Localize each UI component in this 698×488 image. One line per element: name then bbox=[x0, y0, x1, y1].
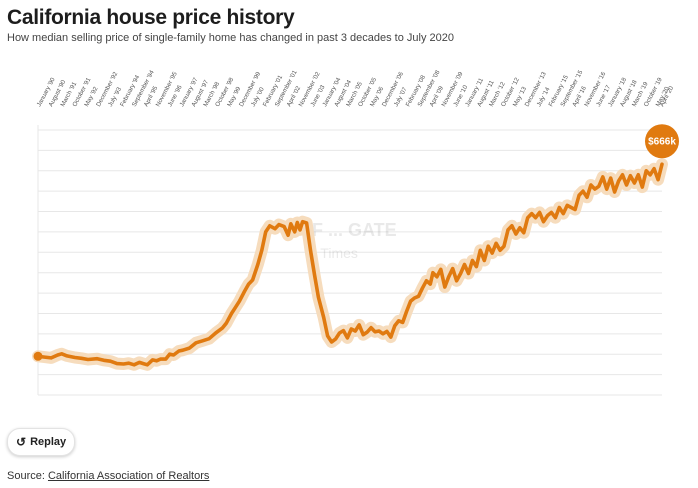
replay-label: Replay bbox=[30, 436, 67, 448]
watermark-line-1: SF ... GATE bbox=[300, 220, 397, 240]
end-value-bubble bbox=[645, 124, 679, 159]
source-link[interactable]: California Association of Realtors bbox=[47, 470, 210, 482]
series-start-point bbox=[33, 351, 43, 361]
replay-button[interactable]: ↺ Replay bbox=[7, 428, 76, 456]
source-prefix: Source: bbox=[7, 470, 48, 482]
end-value-label: $666k bbox=[648, 137, 676, 148]
watermark: SF ... GATE ... Times bbox=[300, 220, 397, 261]
chart-title: California house price history bbox=[7, 6, 295, 29]
end-value-callout: $666k bbox=[645, 124, 679, 159]
price-line bbox=[36, 162, 664, 367]
watermark-line-2: ... Times bbox=[305, 245, 358, 261]
source-line: Source: California Association of Realto… bbox=[7, 470, 209, 482]
chart-subtitle: How median selling price of single-famil… bbox=[7, 32, 454, 44]
replay-icon: ↺ bbox=[16, 435, 27, 449]
